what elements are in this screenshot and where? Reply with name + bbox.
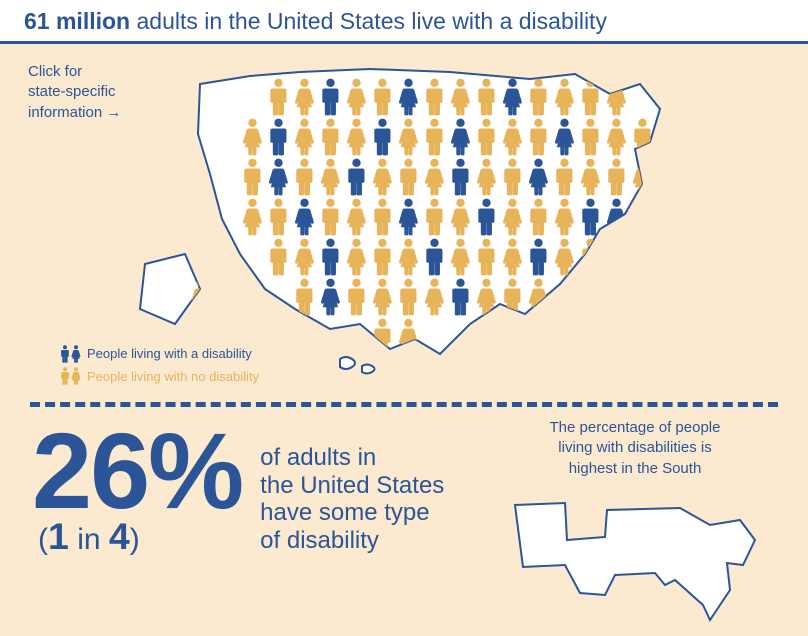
south-text-line: highest in the South — [490, 459, 780, 479]
south-text-line: The percentage of people — [490, 418, 780, 438]
south-callout: The percentage of people living with dis… — [490, 418, 780, 635]
legend: People living with a disability People l… — [60, 344, 259, 389]
header: 61 million adults in the United States l… — [0, 0, 808, 44]
south-map-icon — [505, 485, 765, 635]
stat-percent: 26% — [32, 422, 242, 519]
headline-bold: 61 million — [24, 8, 130, 34]
headline-rest: adults in the United States live with a … — [130, 8, 607, 34]
state-info-link[interactable]: Click for state-specific information → — [28, 62, 121, 123]
legend-icon-disability — [60, 345, 81, 363]
legend-label-without: People living with no disability — [87, 367, 259, 387]
us-map[interactable] — [130, 54, 690, 384]
section-divider — [30, 402, 778, 407]
stat-description: of adults in the United States have some… — [260, 422, 444, 554]
state-link-line: Click for — [28, 62, 121, 82]
stat-block: 26% (1 in 4) of adults in the United Sta… — [32, 422, 444, 558]
state-link-line: state-specific — [28, 82, 121, 102]
legend-label-with: People living with a disability — [87, 344, 252, 364]
arrow-right-icon: → — [106, 104, 121, 121]
state-link-line: information — [28, 104, 102, 121]
main-panel: Click for state-specific information → P… — [0, 44, 808, 636]
legend-icon-no-disability — [60, 367, 81, 385]
south-text-line: living with disabilities is — [490, 438, 780, 458]
